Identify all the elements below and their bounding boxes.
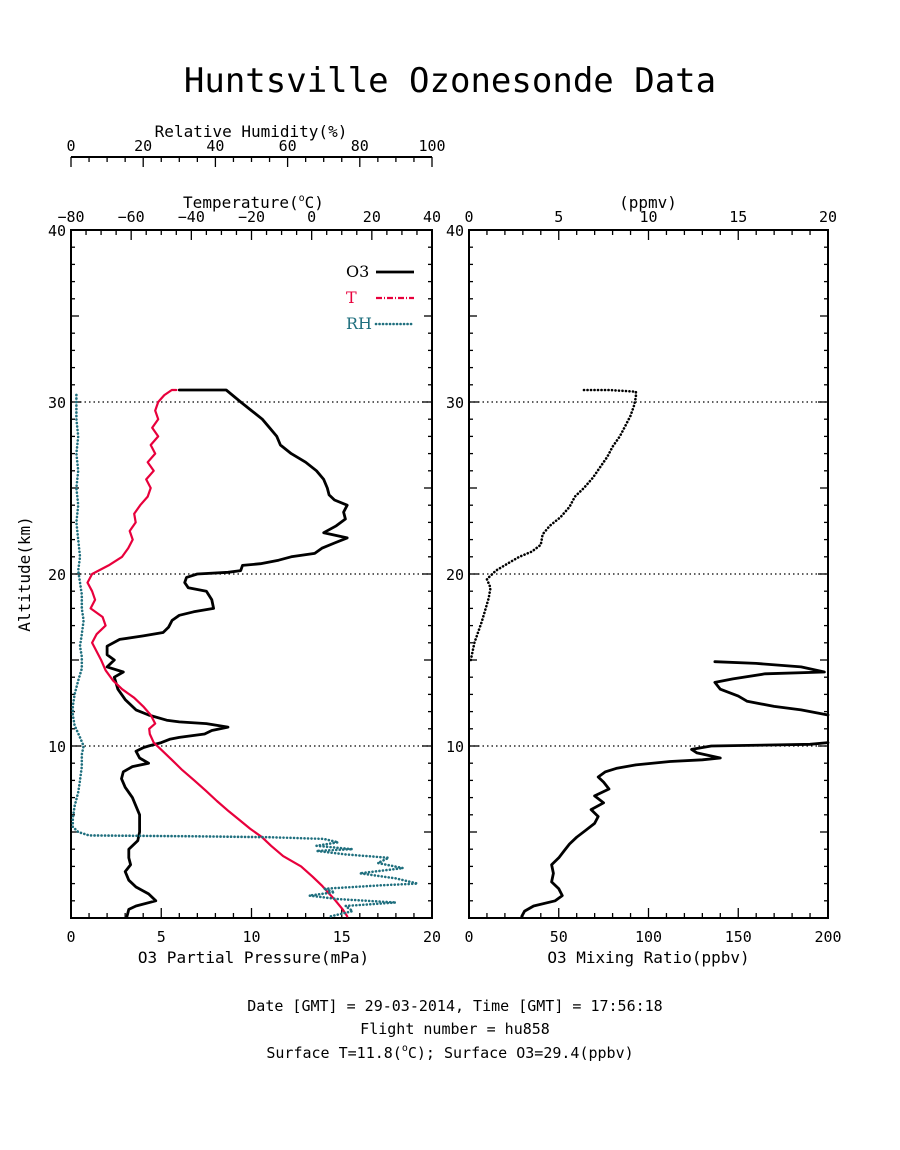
left-rh-tick-label: 60 xyxy=(279,137,297,155)
left-temp-tick-label: −80 xyxy=(57,208,84,226)
left-rh-axis-label: Relative Humidity(%) xyxy=(155,122,348,141)
left-y-axis-label: Altitude(km) xyxy=(15,516,34,632)
legend-label-rh: RH xyxy=(346,314,372,333)
left-temp-tick-label: 0 xyxy=(307,208,316,226)
left-ytick-label: 30 xyxy=(48,394,66,412)
footer-surface-o3-text: C); Surface O3=29.4(ppbv) xyxy=(408,1044,634,1062)
legend-label-t: T xyxy=(346,288,357,307)
right-top-axis-label: (ppmv) xyxy=(619,193,677,212)
footer-surface-temp-text: Surface T=11.8( xyxy=(266,1044,401,1062)
right-top-tick-label: 5 xyxy=(554,208,563,226)
left-ytick-label: 40 xyxy=(48,222,66,240)
left-legend: O3 T RH xyxy=(346,262,416,333)
right-ytick-label: 10 xyxy=(446,738,464,756)
right-ytick-label: 30 xyxy=(446,394,464,412)
right-bottom-tick-label: 200 xyxy=(814,928,841,946)
left-bottom-tick-label: 10 xyxy=(242,928,260,946)
left-rh-tick-label: 80 xyxy=(351,137,369,155)
footer-flight-number: Flight number = hu858 xyxy=(360,1020,550,1038)
right-bottom-tick-label: 150 xyxy=(725,928,752,946)
left-bottom-tick-label: 5 xyxy=(157,928,166,946)
left-panel: 10 20 30 40 0 5 10 15 20 O3 Partial Pressure(mPa)… xyxy=(15,122,446,967)
left-rh-tick-label: 0 xyxy=(66,137,75,155)
temp-label-deg: o xyxy=(299,193,305,204)
temp-label-b: C) xyxy=(305,193,324,212)
left-rh-tick-label: 100 xyxy=(418,137,445,155)
right-bottom-tick-label: 100 xyxy=(635,928,662,946)
left-bottom-tick-label: 0 xyxy=(66,928,75,946)
temp-label-a: Temperature( xyxy=(183,193,299,212)
left-temp-tick-label: 20 xyxy=(363,208,381,226)
right-bottom-axis-label: O3 Mixing Ratio(ppbv) xyxy=(547,948,749,967)
left-temp-tick-label: −20 xyxy=(238,208,265,226)
figure-title: Huntsville Ozonesonde Data xyxy=(184,61,716,101)
right-ytick-label: 40 xyxy=(446,222,464,240)
footer-surface-values: Surface T=11.8(oC); Surface O3=29.4(ppbv… xyxy=(266,1043,633,1062)
legend-label-o3: O3 xyxy=(346,262,369,281)
left-ytick-label: 20 xyxy=(48,566,66,584)
left-bottom-tick-label: 15 xyxy=(333,928,351,946)
right-bottom-tick-label: 0 xyxy=(464,928,473,946)
left-bottom-axis-label: O3 Partial Pressure(mPa) xyxy=(138,948,369,967)
left-temp-tick-label: 40 xyxy=(423,208,441,226)
right-top-tick-label: 10 xyxy=(639,208,657,226)
right-bottom-tick-label: 50 xyxy=(550,928,568,946)
left-bottom-tick-label: 20 xyxy=(423,928,441,946)
footer-date-time: Date [GMT] = 29-03-2014, Time [GMT] = 17… xyxy=(247,997,662,1015)
footer-degree-sup: o xyxy=(402,1043,408,1054)
left-ytick-label: 10 xyxy=(48,738,66,756)
right-top-tick-label: 20 xyxy=(819,208,837,226)
left-rh-tick-label: 40 xyxy=(206,137,224,155)
left-temp-tick-label: −40 xyxy=(178,208,205,226)
series-rh-line xyxy=(71,390,419,918)
left-rh-tick-label: 20 xyxy=(134,137,152,155)
series-mixing-ratio-3 xyxy=(469,388,638,662)
right-ytick-label: 20 xyxy=(446,566,464,584)
right-top-tick-label: 0 xyxy=(464,208,473,226)
left-temp-tick-label: −60 xyxy=(118,208,145,226)
left-temp-axis-label: Temperature(oC) xyxy=(183,193,324,212)
right-top-tick-label: 15 xyxy=(729,208,747,226)
